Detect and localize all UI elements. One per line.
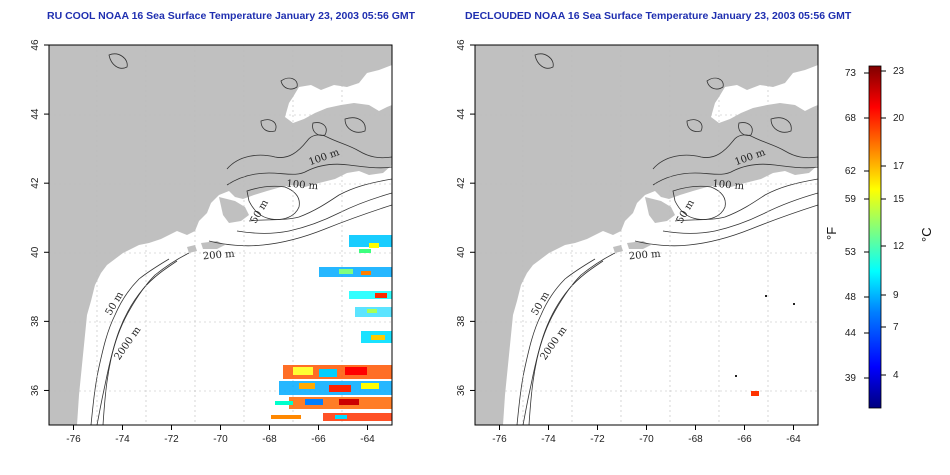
celsius-tick-label: 20 bbox=[893, 113, 905, 124]
x-tick-label: -64 bbox=[786, 434, 801, 445]
x-tick-label: -68 bbox=[688, 434, 703, 445]
celsius-tick-label: 12 bbox=[893, 241, 905, 252]
axis-ticks bbox=[44, 44, 794, 430]
contour-label: 100 m bbox=[286, 179, 319, 193]
right-sst-pixels bbox=[735, 295, 795, 396]
y-tick-label: 38 bbox=[30, 315, 41, 327]
right-map-panel bbox=[474, 44, 819, 426]
fahrenheit-tick-label: 48 bbox=[845, 292, 857, 303]
y-tick-label: 40 bbox=[456, 246, 467, 258]
colorbar-gradient bbox=[868, 65, 882, 409]
y-tick-label: 44 bbox=[30, 108, 41, 120]
left-sst-pixels bbox=[271, 235, 392, 421]
right-panel-title: DECLOUDED NOAA 16 Sea Surface Temperatur… bbox=[465, 10, 852, 22]
x-tick-label: -70 bbox=[213, 434, 228, 445]
x-tick-label: -76 bbox=[492, 434, 507, 445]
x-tick-label: -72 bbox=[590, 434, 605, 445]
y-tick-label: 36 bbox=[30, 384, 41, 396]
celsius-tick-label: 4 bbox=[893, 370, 899, 381]
celsius-tick-label: 9 bbox=[893, 290, 899, 301]
fahrenheit-tick-label: 39 bbox=[845, 373, 857, 384]
contour-label: 100 m bbox=[712, 179, 745, 193]
x-tick-label: -72 bbox=[164, 434, 179, 445]
x-tick-label: -68 bbox=[262, 434, 277, 445]
y-tick-label: 44 bbox=[456, 108, 467, 120]
fahrenheit-tick-label: 59 bbox=[845, 194, 857, 205]
contour-label: 200 m bbox=[628, 249, 661, 263]
x-tick-label: -76 bbox=[66, 434, 81, 445]
x-tick-label: -74 bbox=[541, 434, 556, 445]
fahrenheit-tick-label: 53 bbox=[845, 247, 857, 258]
y-tick-label: 46 bbox=[456, 39, 467, 51]
left-panel-title: RU COOL NOAA 16 Sea Surface Temperature … bbox=[47, 10, 416, 22]
celsius-tick-label: 17 bbox=[893, 161, 905, 172]
fahrenheit-unit-label: °F bbox=[824, 227, 839, 240]
fahrenheit-tick-label: 73 bbox=[845, 68, 857, 79]
y-tick-label: 36 bbox=[456, 384, 467, 396]
left-map-panel bbox=[48, 44, 393, 426]
fahrenheit-tick-label: 62 bbox=[845, 166, 857, 177]
y-tick-label: 46 bbox=[30, 39, 41, 51]
fahrenheit-tick-label: 44 bbox=[845, 328, 857, 339]
celsius-tick-label: 15 bbox=[893, 194, 905, 205]
celsius-unit-label: °C bbox=[919, 227, 934, 242]
x-tick-label: -66 bbox=[311, 434, 326, 445]
colorbar: 73 68 62 59 53 48 44 39 23 20 17 15 12 9 7 4 °F °C bbox=[824, 65, 934, 409]
celsius-tick-label: 23 bbox=[893, 66, 905, 77]
fahrenheit-tick-label: 68 bbox=[845, 113, 857, 124]
x-tick-label: -74 bbox=[115, 434, 130, 445]
axis-labels: -76 -74 -72 -70 -68 -66 -64 46 44 42 40 38 36 -76 -74 -… bbox=[30, 39, 801, 445]
y-tick-label: 42 bbox=[456, 177, 467, 189]
x-tick-label: -66 bbox=[737, 434, 752, 445]
celsius-tick-label: 7 bbox=[893, 322, 899, 333]
x-tick-label: -64 bbox=[360, 434, 375, 445]
y-tick-label: 40 bbox=[30, 246, 41, 258]
contour-label: 200 m bbox=[202, 249, 235, 263]
y-tick-label: 38 bbox=[456, 315, 467, 327]
colorbar-ticks: 73 68 62 59 53 48 44 39 23 20 17 15 12 9 7 4 bbox=[845, 66, 905, 384]
x-tick-label: -70 bbox=[639, 434, 654, 445]
y-tick-label: 42 bbox=[30, 177, 41, 189]
